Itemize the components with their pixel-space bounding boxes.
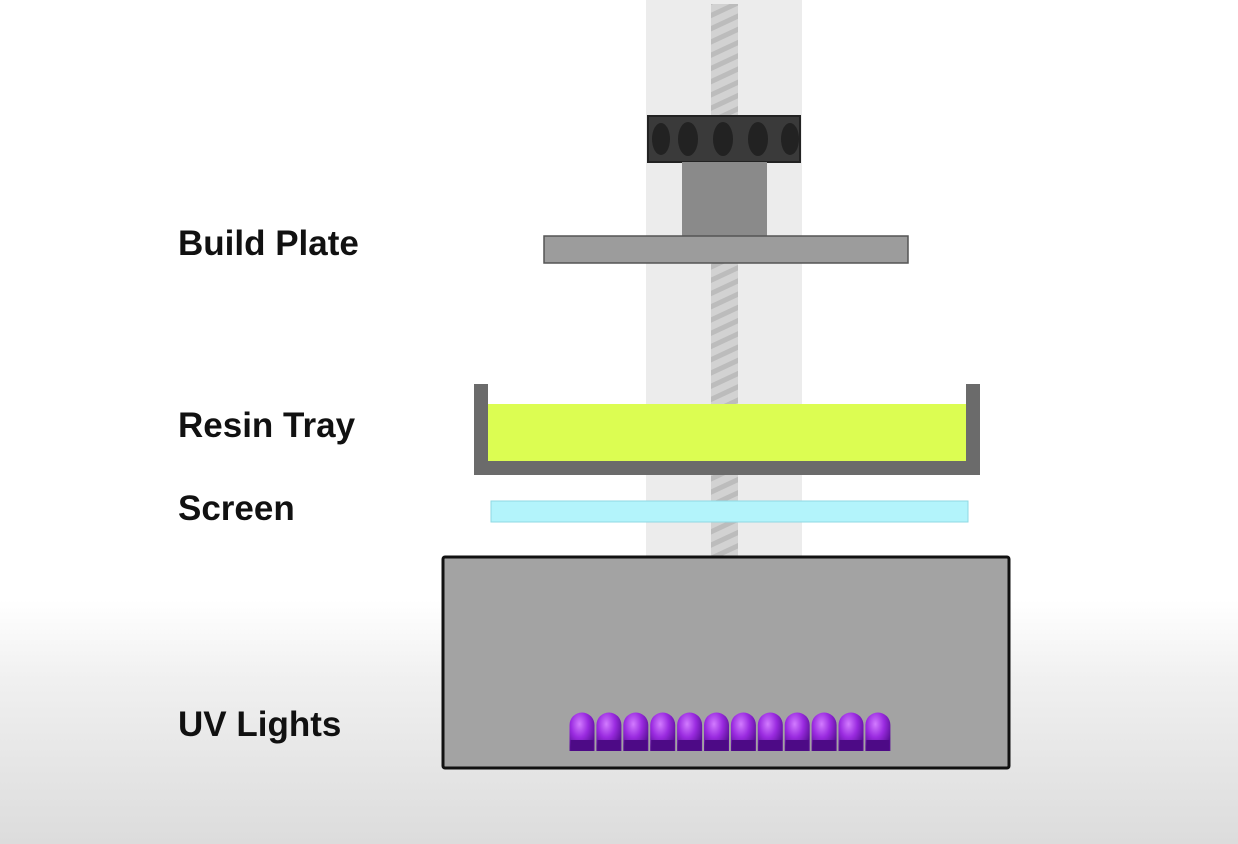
label-screen: Screen	[178, 489, 295, 528]
uv-led-icon	[596, 712, 622, 751]
resin	[488, 404, 966, 461]
label-build-plate: Build Plate	[178, 224, 359, 263]
label-resin-tray: Resin Tray	[178, 406, 356, 445]
uv-led-icon	[704, 712, 729, 751]
uv-led-icon	[623, 712, 649, 751]
uv-led-icon	[811, 712, 837, 751]
uv-led-icon	[569, 712, 595, 751]
uv-led-array	[569, 712, 891, 751]
resin-tray	[474, 384, 980, 475]
uv-led-icon	[784, 712, 810, 751]
build-plate-arm	[682, 162, 767, 236]
label-uv-lights: UV Lights	[178, 705, 342, 744]
lcd-screen	[490, 500, 969, 523]
uv-led-icon	[757, 712, 783, 751]
z-carriage-nut	[647, 115, 801, 163]
uv-led-icon	[677, 712, 703, 751]
uv-led-icon	[865, 712, 891, 751]
uv-led-icon	[650, 712, 676, 751]
uv-led-icon	[838, 712, 864, 751]
uv-led-icon	[730, 712, 756, 751]
build-plate	[543, 235, 909, 264]
